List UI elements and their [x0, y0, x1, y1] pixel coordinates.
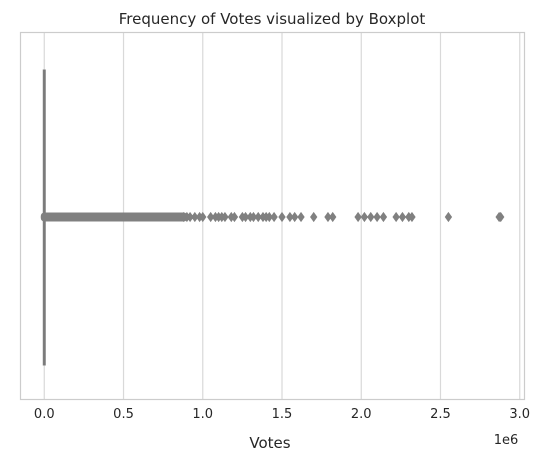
- outlier-point: [497, 211, 505, 223]
- plot-frame: [19, 31, 526, 401]
- outlier-point: [444, 211, 453, 223]
- x-tick-label: 2.0: [351, 407, 372, 422]
- x-tick-labels: 0.0 0.5 1.0 1.5 2.0 2.5 3.0: [34, 407, 530, 422]
- x-tick-label: 0.0: [34, 407, 55, 422]
- outlier-point: [230, 211, 239, 223]
- outlier-point: [199, 211, 207, 223]
- outlier-point: [297, 211, 305, 223]
- outlier-point: [310, 211, 318, 223]
- outlier-layer: [40, 211, 505, 223]
- outlier-point: [270, 211, 278, 223]
- outlier-dense-band: [40, 212, 188, 222]
- x-axis-offset-label: 1e6: [494, 433, 519, 448]
- outlier-point: [379, 211, 388, 223]
- x-tick-label: 3.0: [509, 407, 530, 422]
- outlier-point: [329, 211, 337, 223]
- outlier-point: [367, 211, 375, 223]
- x-tick-label: 1.5: [272, 407, 293, 422]
- outlier-point: [291, 211, 299, 223]
- outlier-point: [392, 211, 400, 223]
- chart-title: Frequency of Votes visualized by Boxplot: [119, 10, 426, 28]
- outlier-point: [360, 211, 369, 223]
- x-tick-label: 0.5: [113, 407, 134, 422]
- x-axis-label: Votes: [249, 434, 290, 452]
- outlier-point: [354, 211, 362, 223]
- outlier-point: [408, 211, 416, 223]
- x-tick-label: 1.0: [192, 407, 213, 422]
- outlier-point: [221, 211, 229, 223]
- outlier-point: [398, 211, 407, 223]
- outlier-point: [373, 211, 381, 223]
- outlier-point: [278, 211, 286, 223]
- x-tick-label: 2.5: [430, 407, 451, 422]
